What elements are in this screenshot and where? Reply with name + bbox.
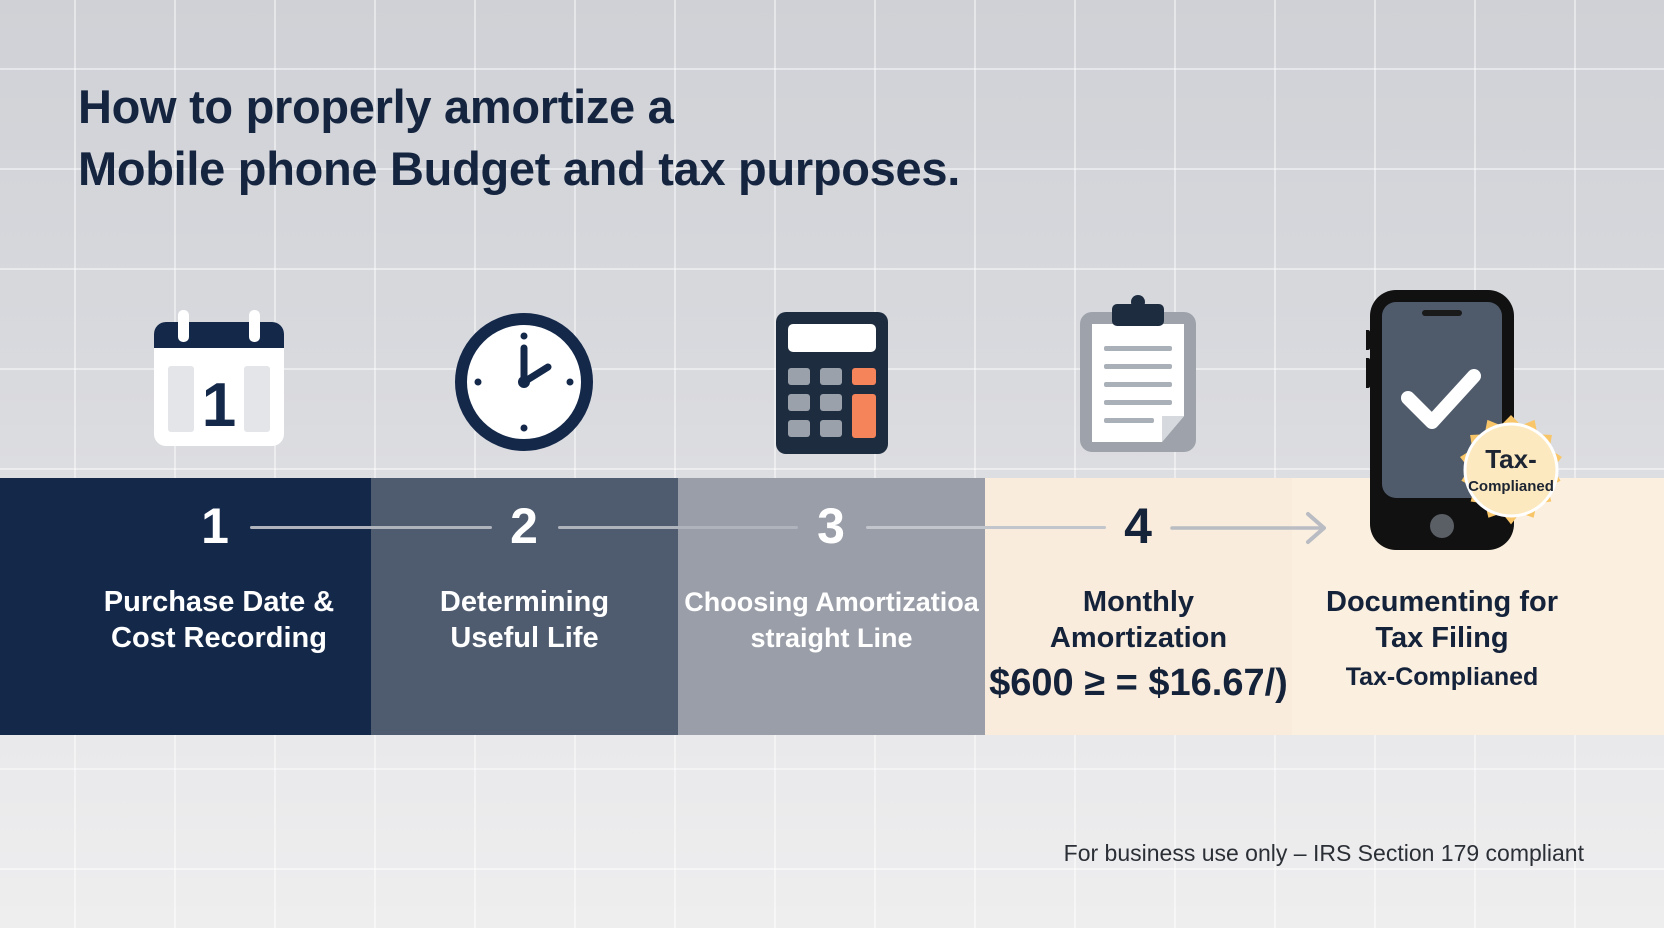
calendar-icon: 1: [154, 310, 284, 446]
step-5-subtitle: Tax-Complianed: [1345, 663, 1539, 691]
title-line-2: Mobile phone Budget and tax purposes.: [78, 142, 960, 195]
step-1-label-line-1: Purchase Date &: [103, 586, 335, 618]
footer-note: For business use only – IRS Section 179 …: [1063, 840, 1584, 866]
connector-2-3: [558, 526, 798, 529]
step-3-label-line-2: straight Line: [750, 623, 913, 653]
step-1-label-line-2: Cost Recording: [111, 622, 327, 654]
connector-3-4: [866, 526, 1106, 529]
step-3-label-line-1: Choosing Amortizatioa: [684, 587, 979, 617]
step-1-panel: [0, 478, 371, 735]
badge-line-1: Tax-: [1485, 444, 1537, 474]
step-2-number: 2: [510, 498, 538, 554]
step-3-number: 3: [817, 498, 845, 554]
step-1-number: 1: [201, 498, 229, 554]
step-3-label: Choosing Amortizatioa straight Line: [678, 584, 985, 656]
step-5-label-line-1: Documenting for: [1326, 586, 1558, 618]
page-title: How to properly amortize a Mobile phone …: [78, 76, 1078, 200]
clipboard-icon: [1080, 295, 1196, 452]
badge-line-2: Complianed: [1468, 478, 1554, 495]
step-2-label: Determining Useful Life: [371, 584, 678, 656]
step-4-panel: [985, 478, 1292, 735]
tax-compliant-badge-icon: Tax- Complianed: [1460, 415, 1562, 525]
step-1-label: Purchase Date & Cost Recording: [40, 584, 398, 656]
arrow-right-icon: [1170, 512, 1326, 544]
step-4-label-line-1: Monthly: [1082, 586, 1195, 618]
clock-icon: [455, 313, 593, 451]
step-2-label-line-1: Determining: [439, 586, 610, 618]
calendar-digit: 1: [202, 371, 236, 440]
step-4-label: Monthly Amortization: [985, 584, 1292, 656]
step-4-label-line-2: Amortization: [1049, 622, 1228, 654]
step-5-label: Documenting for Tax Filing: [1292, 584, 1592, 656]
calculator-icon: [776, 312, 888, 454]
step-4-formula: $600 ≥ = $16.67/): [989, 662, 1288, 704]
step-2-label-line-2: Useful Life: [450, 622, 599, 654]
step-3-panel: [678, 478, 985, 735]
step-5-label-line-2: Tax Filing: [1375, 622, 1509, 654]
step-2-panel: [371, 478, 678, 735]
title-line-1: How to properly amortize a: [78, 80, 674, 133]
step-4-number: 4: [1124, 498, 1152, 554]
connector-1-2: [250, 526, 492, 529]
